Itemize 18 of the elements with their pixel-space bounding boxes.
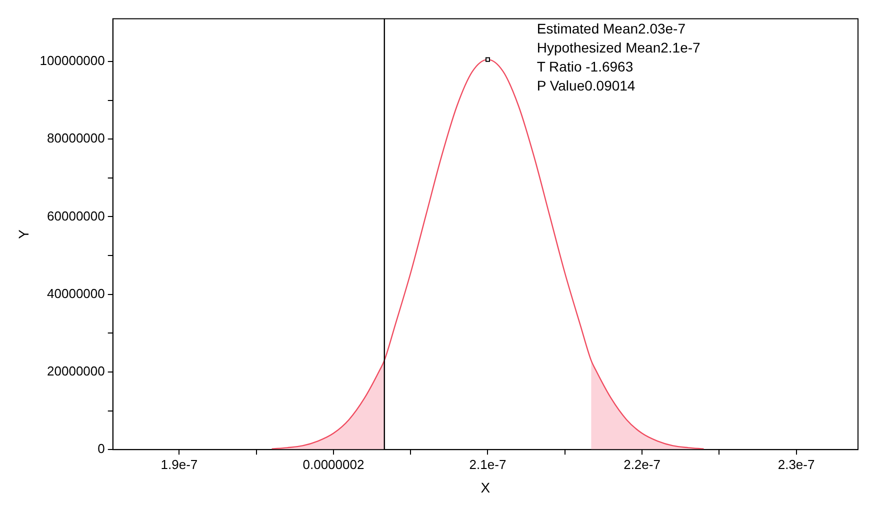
y-tick-label: 60000000 — [47, 208, 105, 224]
x-tick-label: 2.2e-7 — [624, 456, 660, 472]
y-tick-label: 40000000 — [47, 286, 105, 301]
annotation: Estimated Mean2.03e-7 — [536, 20, 686, 37]
annotation: P Value0.09014 — [536, 78, 636, 94]
annotation: T Ratio -1.6963 — [536, 58, 634, 75]
x-tick-label: 2.1e-7 — [469, 456, 506, 472]
x-tick-label: 0.0000002 — [302, 456, 364, 472]
x-axis-title: X — [480, 479, 491, 496]
y-tick-label: 100000000 — [40, 53, 105, 68]
annotation: Hypothesized Mean2.1e-7 — [536, 40, 701, 56]
y-tick-label: 20000000 — [47, 364, 105, 379]
line-series — [271, 58, 704, 450]
y-tick-label: 0 — [98, 441, 105, 456]
x-tick-label: 2.3e-7 — [778, 456, 815, 472]
y-axis-title: Y — [15, 228, 32, 239]
y-tick-label: 80000000 — [47, 130, 105, 146]
x-tick-label: 1.9e-7 — [160, 456, 198, 472]
